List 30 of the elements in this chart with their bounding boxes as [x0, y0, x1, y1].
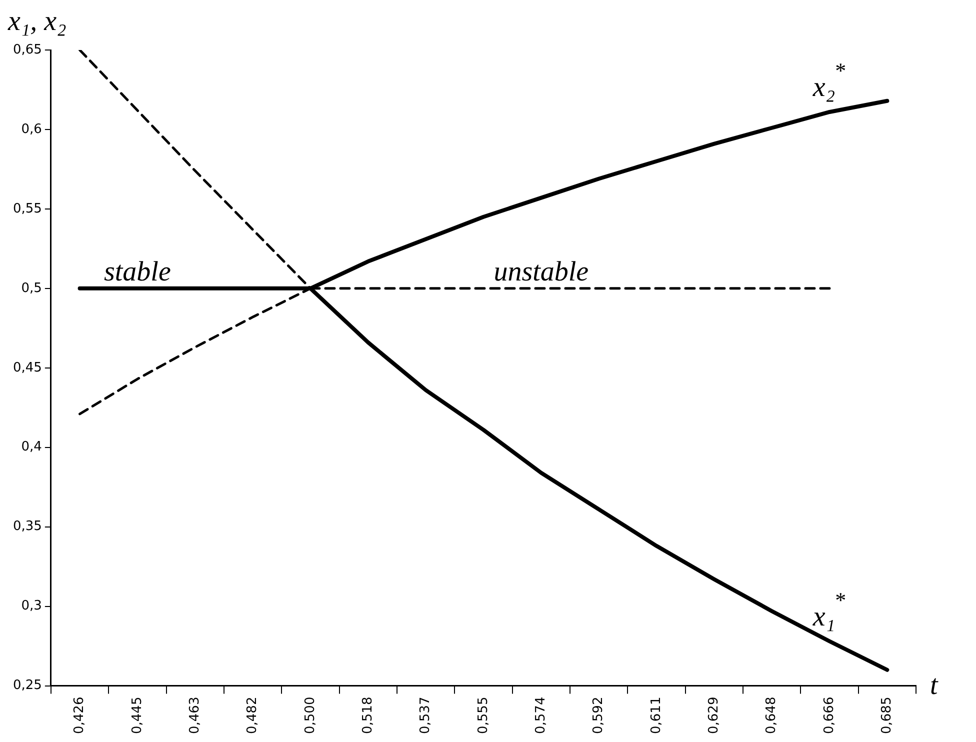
- x-tick-label: 0,666: [822, 696, 837, 734]
- y-tick-label: 0,55: [12, 201, 42, 216]
- y-tick-label: 0,35: [12, 519, 42, 534]
- x-tick-label: 0,685: [880, 696, 895, 734]
- y-tick-label: 0,4: [21, 440, 42, 455]
- x-tick-label: 0,500: [302, 696, 318, 734]
- x-tick-label: 0,537: [418, 696, 434, 734]
- annotation: unstable: [494, 256, 589, 288]
- x-axis-title: t: [930, 670, 939, 701]
- y-tick-label: 0,65: [12, 42, 42, 58]
- x-tick-label: 0,445: [130, 696, 145, 734]
- x-tick-label: 0,463: [187, 696, 202, 734]
- y-tick-label: 0,5: [21, 280, 42, 296]
- y-axis-title: x₁, x₂: [7, 6, 67, 37]
- y-tick-label: 0,3: [21, 598, 42, 614]
- x-tick-label: 0,574: [534, 696, 549, 734]
- y-tick-label: 0,6: [21, 122, 42, 137]
- x-tick-label: 0,629: [706, 696, 722, 734]
- x-tick-label: 0,482: [245, 696, 260, 734]
- x-tick-label: 0,592: [591, 696, 606, 734]
- annotation: stable: [104, 256, 171, 288]
- series-label: x₁*: [812, 587, 846, 632]
- series-label: x₂*: [812, 58, 846, 103]
- x-tick-label: 0,426: [72, 696, 88, 734]
- y-tick-label: 0,25: [12, 678, 42, 694]
- x-tick-label: 0,555: [476, 696, 491, 734]
- x-tick-label: 0,518: [360, 696, 376, 734]
- y-tick-label: 0,45: [12, 360, 42, 376]
- x-tick-label: 0,611: [648, 696, 664, 734]
- x-tick-label: 0,648: [764, 696, 780, 734]
